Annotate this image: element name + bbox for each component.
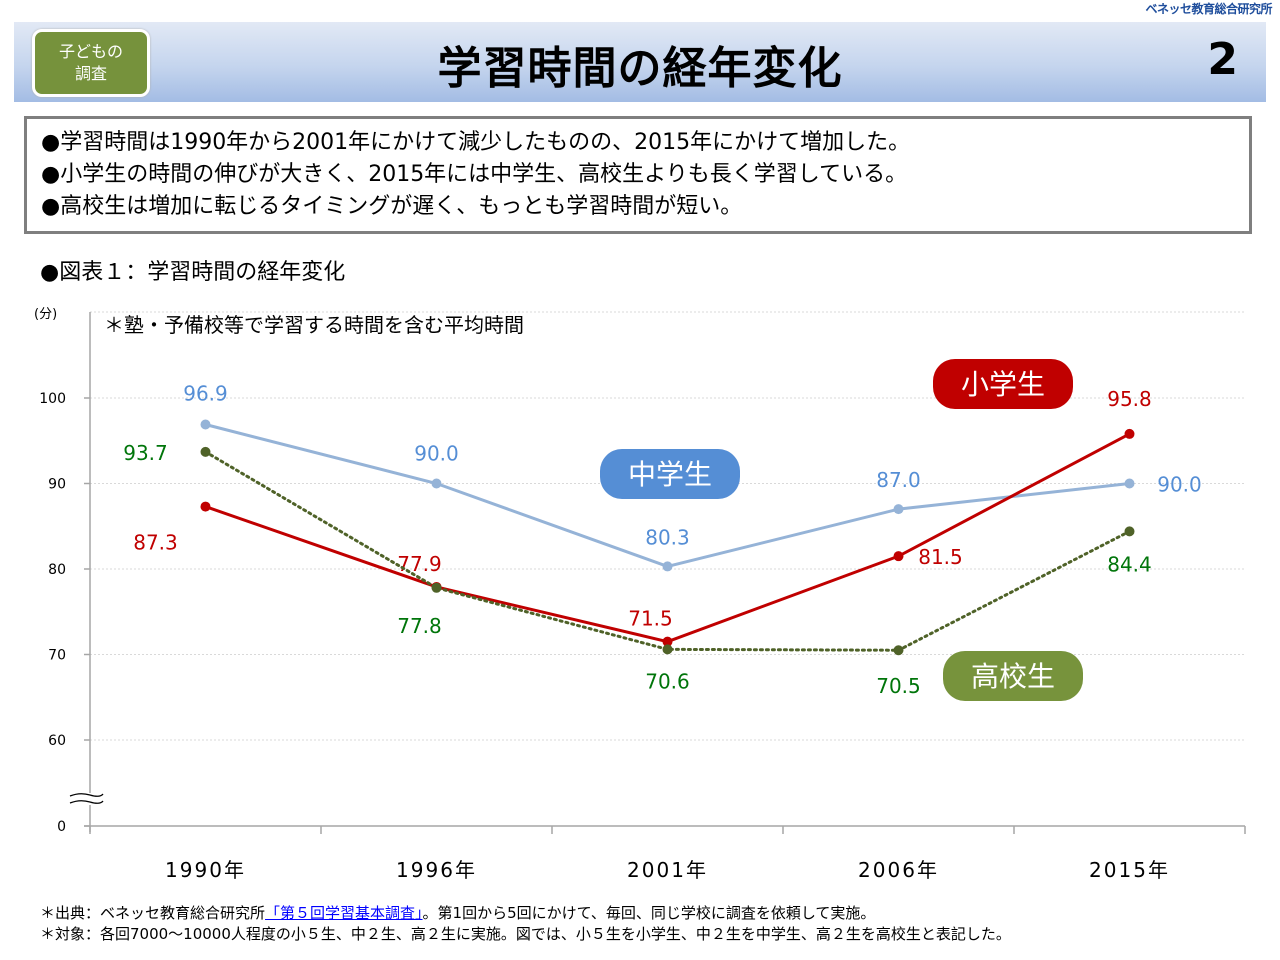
summary-line: ●小学生の時間の伸びが大きく、2015年には中学生、高校生よりも長く学習している… (41, 162, 908, 187)
y-unit-label: (分) (34, 307, 57, 322)
x-tick-label: 2015年 (1089, 858, 1170, 882)
line-chart: 0 60 70 80 90 100 (分) ＊塾・予備校等で学習する時間を含む平均時間 1990… (0, 290, 1280, 900)
data-point (893, 504, 904, 515)
data-point (662, 636, 673, 647)
legend-label: 中学生 (628, 458, 712, 491)
data-point (431, 582, 442, 593)
data-label: 96.9 (183, 382, 228, 406)
y-tick-label: 60 (48, 733, 66, 749)
legend-badge (943, 651, 1083, 701)
footnotes: ＊出典：ベネッセ教育総合研究所「第５回学習基本調査」。第1回から5回にかけて、毎… (40, 903, 1011, 945)
data-point (893, 645, 904, 656)
org-name: ベネッセ教育総合研究所 (1145, 2, 1272, 16)
legend-label: 小学生 (961, 368, 1045, 401)
page-number: 2 (1207, 34, 1238, 85)
x-tick-label: 1990年 (165, 858, 246, 882)
data-label: 95.8 (1107, 387, 1152, 411)
data-point (200, 419, 211, 430)
badge-line2: 調査 (74, 64, 107, 83)
data-label: 90.0 (414, 442, 459, 466)
y-tick-label: 90 (48, 477, 66, 493)
data-point (200, 501, 211, 512)
data-point (662, 561, 673, 572)
data-label: 77.8 (397, 614, 442, 638)
axis-break-icon (69, 800, 104, 804)
data-label: 77.9 (397, 552, 442, 576)
page-title: 学習時間の経年変化 (437, 43, 843, 94)
badge-line1: 子どもの (58, 42, 123, 61)
legend-badge (933, 359, 1073, 409)
data-point (1124, 428, 1135, 439)
data-label: 93.7 (123, 441, 168, 465)
x-tick-label: 2006年 (858, 858, 939, 882)
summary-line: ●高校生は増加に転じるタイミングが遅く、もっとも学習時間が短い。 (41, 194, 743, 219)
legend-label: 高校生 (971, 660, 1055, 693)
summary-line: ●学習時間は1990年から2001年にかけて減少したものの、2015年にかけて増… (41, 130, 911, 155)
data-label: 87.0 (876, 468, 921, 492)
source-suffix: 。第1回から5回にかけて、毎回、同じ学校に調査を依頼して実施。 (422, 904, 876, 922)
data-label: 84.4 (1107, 552, 1152, 576)
y-tick-label: 80 (48, 562, 66, 578)
source-prefix: ＊出典：ベネッセ教育総合研究所 (40, 904, 266, 922)
data-label: 87.3 (133, 531, 178, 555)
data-point (1124, 478, 1135, 489)
data-label: 80.3 (645, 525, 690, 549)
data-point (1124, 526, 1135, 537)
x-tick-label: 1996年 (396, 858, 477, 882)
header-banner: 子どもの 調査 学習時間の経年変化 2 (14, 22, 1266, 102)
chart-svg: 0 60 70 80 90 100 (分) ＊塾・予備校等で学習する時間を含む平均時間 1990… (34, 307, 1246, 882)
legend-badge (600, 449, 740, 499)
survey-badge: 子どもの 調査 (32, 29, 150, 97)
data-point (431, 478, 442, 489)
axis-break-icon (69, 793, 104, 797)
source-link[interactable]: 「第５回学習基本調査」 (265, 904, 423, 922)
data-label: 70.6 (645, 669, 690, 693)
data-label: 71.5 (628, 607, 673, 631)
chart-annotation: ＊塾・予備校等で学習する時間を含む平均時間 (104, 313, 524, 337)
source-note: ＊出典：ベネッセ教育総合研究所「第５回学習基本調査」。第1回から5回にかけて、毎… (40, 903, 1011, 924)
data-point (662, 644, 673, 655)
figure-title: ●図表１：学習時間の経年変化 (40, 260, 346, 285)
y-tick-label: 100 (39, 391, 66, 407)
x-tick-label: 2001年 (627, 858, 708, 882)
y-tick-label: 0 (57, 819, 66, 835)
data-point (893, 551, 904, 562)
data-label: 70.5 (876, 674, 921, 698)
data-label: 90.0 (1157, 473, 1202, 497)
data-point (200, 446, 211, 457)
data-label: 81.5 (918, 545, 963, 569)
target-note: ＊対象：各回7000～10000人程度の小５生、中２生、高２生に実施。図では、小… (40, 925, 1011, 943)
summary-box: ●学習時間は1990年から2001年にかけて減少したものの、2015年にかけて増… (24, 116, 1252, 234)
y-tick-label: 70 (48, 648, 66, 664)
